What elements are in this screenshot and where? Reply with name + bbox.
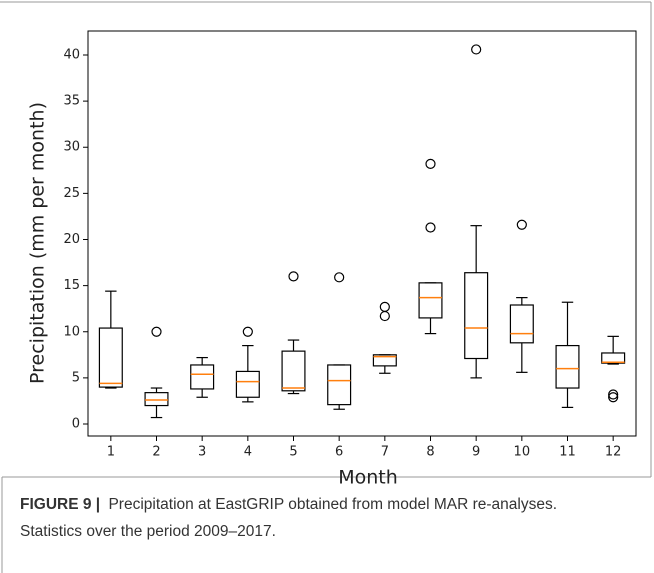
outlier <box>425 158 436 169</box>
caption-label: FIGURE 9 | <box>20 496 100 513</box>
y-tick-label: 10 <box>63 324 80 339</box>
x-tick-label: 2 <box>152 445 160 460</box>
box <box>144 392 169 407</box>
outlier <box>288 271 299 282</box>
outlier <box>242 326 253 337</box>
box <box>190 364 215 390</box>
caption-line: Statistics over the period 2009–2017. <box>20 523 276 540</box>
y-tick-label: 15 <box>63 278 80 293</box>
y-tick-label: 5 <box>72 370 80 385</box>
caption: FIGURE 9 | Precipitation at EastGRIP obt… <box>20 496 557 513</box>
y-tick-label: 0 <box>72 417 80 432</box>
outlier <box>471 44 482 55</box>
x-tick-label: 8 <box>426 445 434 460</box>
x-tick-label: 12 <box>605 445 622 460</box>
x-tick-label: 3 <box>198 445 206 460</box>
outlier <box>379 301 390 312</box>
box <box>555 344 580 389</box>
box <box>418 282 443 319</box>
box <box>464 272 489 360</box>
outlier <box>151 326 162 337</box>
x-axis-label: Month <box>338 467 398 489</box>
caption-line: Precipitation at EastGRIP obtained from … <box>108 496 557 513</box>
outlier <box>334 272 345 283</box>
box <box>235 370 260 398</box>
x-tick-label: 5 <box>289 445 297 460</box>
y-tick-label: 25 <box>63 186 80 201</box>
box <box>509 304 534 344</box>
x-tick-label: 6 <box>335 445 343 460</box>
y-tick-label: 35 <box>63 94 80 109</box>
outlier <box>425 222 436 233</box>
y-tick-label: 30 <box>63 140 80 155</box>
box <box>601 352 626 364</box>
x-tick-label: 7 <box>381 445 389 460</box>
plot-frame <box>87 30 637 437</box>
y-tick-label: 40 <box>63 47 80 62</box>
x-tick-label: 11 <box>559 445 576 460</box>
x-tick-label: 1 <box>107 445 115 460</box>
y-axis-label: Precipitation (mm per month) <box>27 102 49 384</box>
x-tick-label: 10 <box>514 445 531 460</box>
outlier <box>608 389 619 400</box>
box <box>327 364 352 406</box>
box <box>281 350 306 392</box>
outlier <box>516 219 527 230</box>
box <box>98 327 123 388</box>
outlier <box>608 392 619 403</box>
y-tick-label: 20 <box>63 232 80 247</box>
x-tick-label: 4 <box>244 445 252 460</box>
box <box>372 354 397 367</box>
outlier <box>379 310 390 322</box>
x-tick-label: 9 <box>472 445 480 460</box>
